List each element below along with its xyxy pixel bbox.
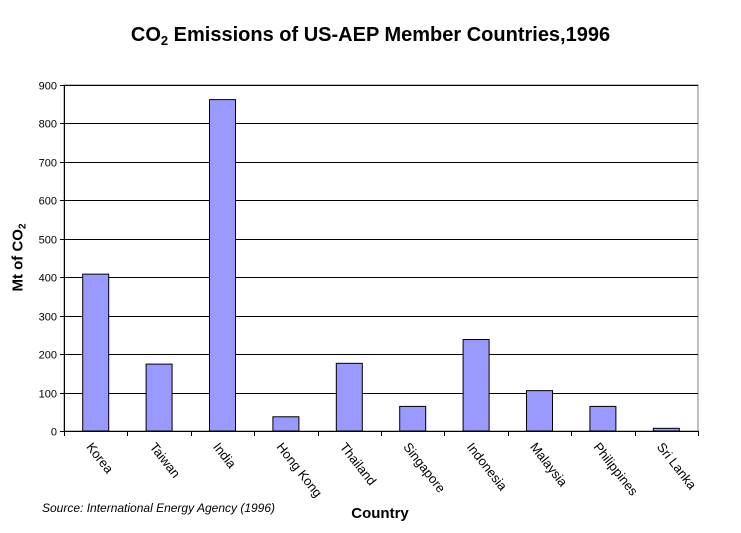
chart-title: CO2 Emissions of US-AEP Member Countries… <box>0 24 741 48</box>
x-tick-label: Malaysia <box>527 440 571 490</box>
bar-sri-lanka <box>652 427 680 432</box>
bar-philippines <box>589 405 617 432</box>
x-tick-label: Indonesia <box>464 440 511 494</box>
bar-india <box>209 99 236 432</box>
y-tick-label: 100 <box>39 389 57 401</box>
x-tick-label: Sri Lanka <box>654 440 700 493</box>
bar-indonesia <box>462 339 490 432</box>
y-tick-label: 500 <box>39 235 57 247</box>
bar-malaysia <box>526 390 553 432</box>
x-tick-label: Taiwan <box>147 440 184 481</box>
y-tick-label: 800 <box>39 119 57 131</box>
bar-singapore <box>399 405 427 432</box>
bar-hong-kong <box>272 416 300 432</box>
y-tick-label: 600 <box>39 196 57 208</box>
x-tick-label: Thailand <box>337 440 380 489</box>
chart-title-main: CO <box>130 24 161 46</box>
x-tick-label: Hong Kong <box>274 440 326 501</box>
y-tick-label: 300 <box>39 312 57 324</box>
bar-taiwan <box>145 363 173 432</box>
y-tick-label: 400 <box>39 273 57 285</box>
x-tick-label: India <box>210 440 240 472</box>
bar-korea <box>82 273 110 432</box>
source-note: Source: International Energy Agency (199… <box>42 501 276 515</box>
y-tick-label: 200 <box>39 350 57 362</box>
y-tick-label: 700 <box>39 158 57 170</box>
axes <box>60 85 699 436</box>
x-tick-label: Korea <box>83 440 117 477</box>
x-tick-label: Singapore <box>400 440 448 496</box>
bar-thailand <box>335 362 363 432</box>
chart-title-subscript: 2 <box>160 33 169 48</box>
y-tick-label: 0 <box>51 427 57 439</box>
chart-title-rest: Emissions of US-AEP Member Countries,199… <box>168 24 611 46</box>
x-axis-title: Country <box>351 505 409 522</box>
x-tick-label: Philippines <box>591 440 642 499</box>
y-tick-label: 900 <box>39 81 57 93</box>
bars <box>82 99 680 432</box>
